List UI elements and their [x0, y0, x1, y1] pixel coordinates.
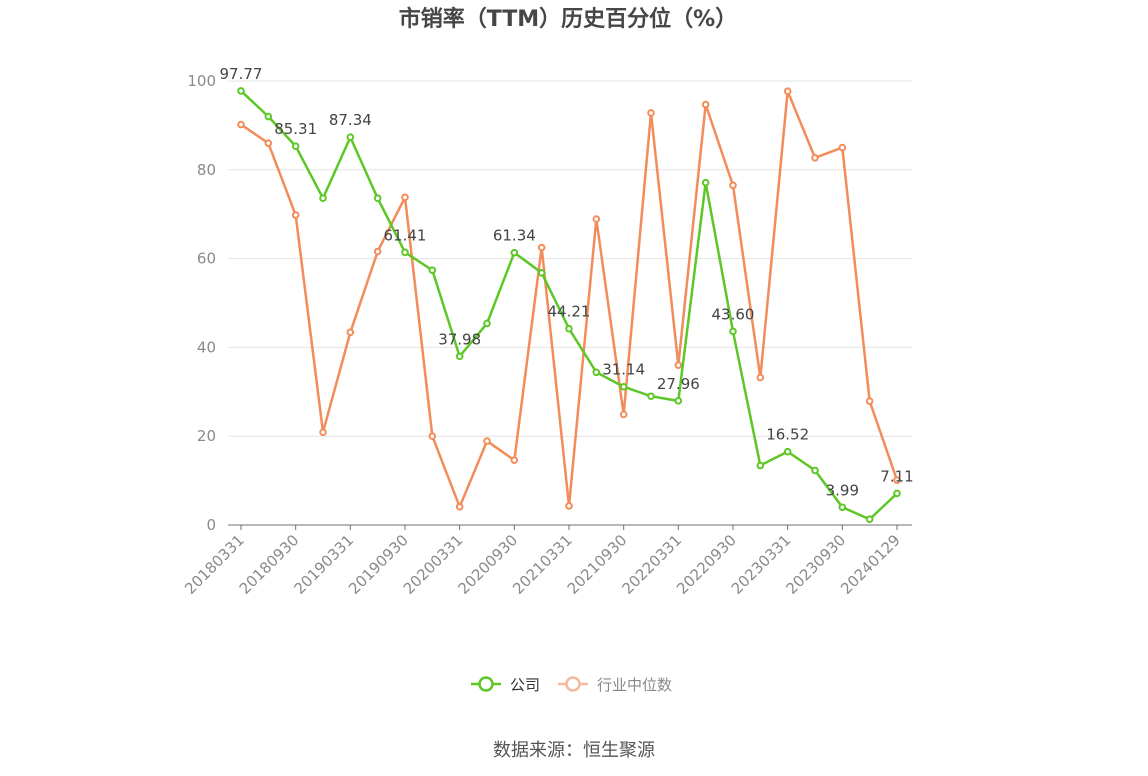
data-label: 3.99	[826, 481, 859, 499]
data-point[interactable]	[893, 489, 901, 498]
series-industry-median	[237, 87, 901, 511]
data-point[interactable]	[893, 476, 901, 484]
data-point[interactable]	[592, 368, 601, 377]
data-label: 61.34	[493, 227, 536, 245]
data-point[interactable]	[264, 139, 273, 147]
data-point[interactable]	[701, 100, 710, 109]
data-point[interactable]	[838, 503, 847, 512]
data-point[interactable]	[319, 194, 327, 203]
chart-title: 市销率（TTM）历史百分位（%）	[399, 6, 737, 32]
legend-marker	[478, 676, 494, 692]
data-point[interactable]	[428, 266, 437, 274]
data-point[interactable]	[264, 112, 273, 121]
data-point[interactable]	[756, 461, 765, 470]
data-point[interactable]	[811, 466, 819, 475]
x-tick-label: 20240129	[837, 531, 904, 598]
axes: 0204060801002018033120180930201903312019…	[181, 72, 912, 598]
data-point[interactable]	[701, 178, 710, 187]
data-label: 44.21	[548, 303, 591, 321]
data-point[interactable]	[291, 142, 300, 151]
y-tick-label: 60	[197, 250, 216, 268]
data-point[interactable]	[592, 215, 601, 223]
data-point[interactable]	[674, 361, 683, 369]
data-point[interactable]	[647, 109, 655, 117]
data-point[interactable]	[510, 248, 519, 257]
data-point[interactable]	[619, 382, 628, 391]
data-point[interactable]	[510, 456, 519, 464]
data-label: 61.41	[384, 226, 427, 244]
data-point[interactable]	[783, 87, 792, 96]
y-tick-label: 0	[206, 516, 216, 534]
data-point[interactable]	[319, 428, 327, 437]
data-point[interactable]	[237, 120, 245, 129]
legend-label: 公司	[510, 676, 540, 694]
series-company	[237, 87, 901, 524]
data-point[interactable]	[291, 211, 300, 219]
data-point[interactable]	[865, 397, 874, 405]
data-label: 87.34	[329, 111, 372, 129]
data-point[interactable]	[401, 193, 409, 202]
legend[interactable]: 公司 行业中位数	[471, 676, 672, 694]
grid	[228, 80, 912, 437]
data-point[interactable]	[373, 247, 382, 256]
data-point[interactable]	[811, 154, 819, 162]
data-point[interactable]	[537, 269, 546, 277]
data-point[interactable]	[346, 328, 355, 337]
data-point[interactable]	[565, 502, 573, 510]
legend-item-company[interactable]: 公司	[471, 676, 540, 694]
data-label: 16.52	[766, 426, 809, 444]
source-note: 数据来源：恒生聚源	[493, 740, 655, 761]
legend-item-industry-median[interactable]: 行业中位数	[558, 676, 672, 694]
data-point[interactable]	[619, 410, 628, 419]
data-point[interactable]	[455, 352, 464, 361]
data-point[interactable]	[865, 515, 874, 524]
data-label: 85.31	[274, 120, 317, 138]
data-point[interactable]	[756, 373, 765, 382]
data-label: 31.14	[602, 361, 645, 379]
data-point[interactable]	[565, 324, 573, 333]
y-tick-label: 80	[197, 161, 216, 179]
data-point[interactable]	[537, 243, 546, 252]
data-point[interactable]	[346, 133, 355, 142]
y-tick-label: 40	[197, 338, 216, 356]
data-point[interactable]	[729, 327, 737, 336]
data-label: 43.60	[712, 305, 755, 323]
data-point[interactable]	[483, 319, 491, 328]
series-line	[240, 89, 899, 509]
data-label: 97.77	[220, 65, 263, 83]
data-point[interactable]	[674, 397, 683, 405]
series-group	[237, 87, 901, 524]
y-tick-label: 20	[197, 427, 216, 445]
legend-marker	[565, 676, 581, 692]
legend-label: 行业中位数	[597, 676, 672, 694]
data-label: 37.98	[438, 330, 481, 348]
data-point[interactable]	[647, 392, 655, 401]
data-labels: 97.77 85.31 87.34 61.41 37.98 61.34 44.21 31.14…	[220, 65, 914, 499]
data-label: 7.11	[880, 467, 913, 485]
data-point[interactable]	[483, 437, 491, 445]
data-point[interactable]	[373, 194, 382, 203]
data-label: 27.96	[657, 375, 700, 393]
data-point[interactable]	[237, 87, 245, 95]
data-point[interactable]	[838, 143, 847, 152]
data-point[interactable]	[783, 447, 792, 456]
y-tick-label: 100	[187, 72, 216, 90]
data-point[interactable]	[401, 248, 409, 257]
data-point[interactable]	[428, 432, 437, 441]
data-point[interactable]	[729, 181, 737, 190]
data-point[interactable]	[455, 502, 464, 511]
